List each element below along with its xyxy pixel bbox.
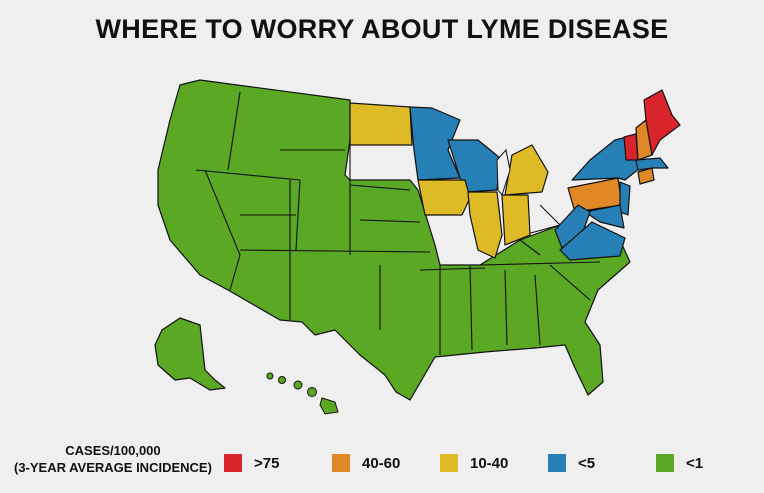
state-virginia: [559, 221, 626, 261]
legend-swatch: [224, 454, 242, 472]
state-alaska: [154, 317, 226, 391]
legend-swatch: [440, 454, 458, 472]
state-north-dakota: [349, 102, 413, 146]
state-west-virginia: [554, 204, 591, 249]
state-hawaii: [266, 372, 339, 415]
map-title: WHERE TO WORRY ABOUT LYME DISEASE: [95, 14, 669, 44]
state-indiana: [501, 194, 531, 246]
legend-swatch: [548, 454, 566, 472]
legend-item-high: 40-60: [332, 454, 400, 472]
state-region-west: [157, 79, 631, 401]
legend-item-minimal: <1: [656, 454, 703, 472]
state-minnesota: [409, 106, 461, 181]
state-connecticut: [637, 167, 655, 185]
state-wisconsin: [447, 139, 501, 193]
legend-swatch: [332, 454, 350, 472]
legend-item-low: <5: [548, 454, 595, 472]
state-iowa: [417, 179, 471, 216]
state-maryland: [584, 204, 625, 229]
state-vermont: [623, 133, 639, 161]
state-illinois: [467, 191, 503, 259]
legend-swatch: [656, 454, 674, 472]
state-michigan: [504, 144, 549, 196]
state-new-jersey: [619, 181, 631, 216]
legend-caption: CASES/100,000 (3-YEAR AVERAGE INCIDENCE): [14, 443, 212, 475]
lake-michigan: [496, 148, 511, 197]
legend-item-very-high: >75: [224, 454, 279, 472]
state-massachusetts: [635, 157, 669, 171]
legend-item-medium: 10-40: [440, 454, 508, 472]
state-maine: [643, 89, 681, 156]
